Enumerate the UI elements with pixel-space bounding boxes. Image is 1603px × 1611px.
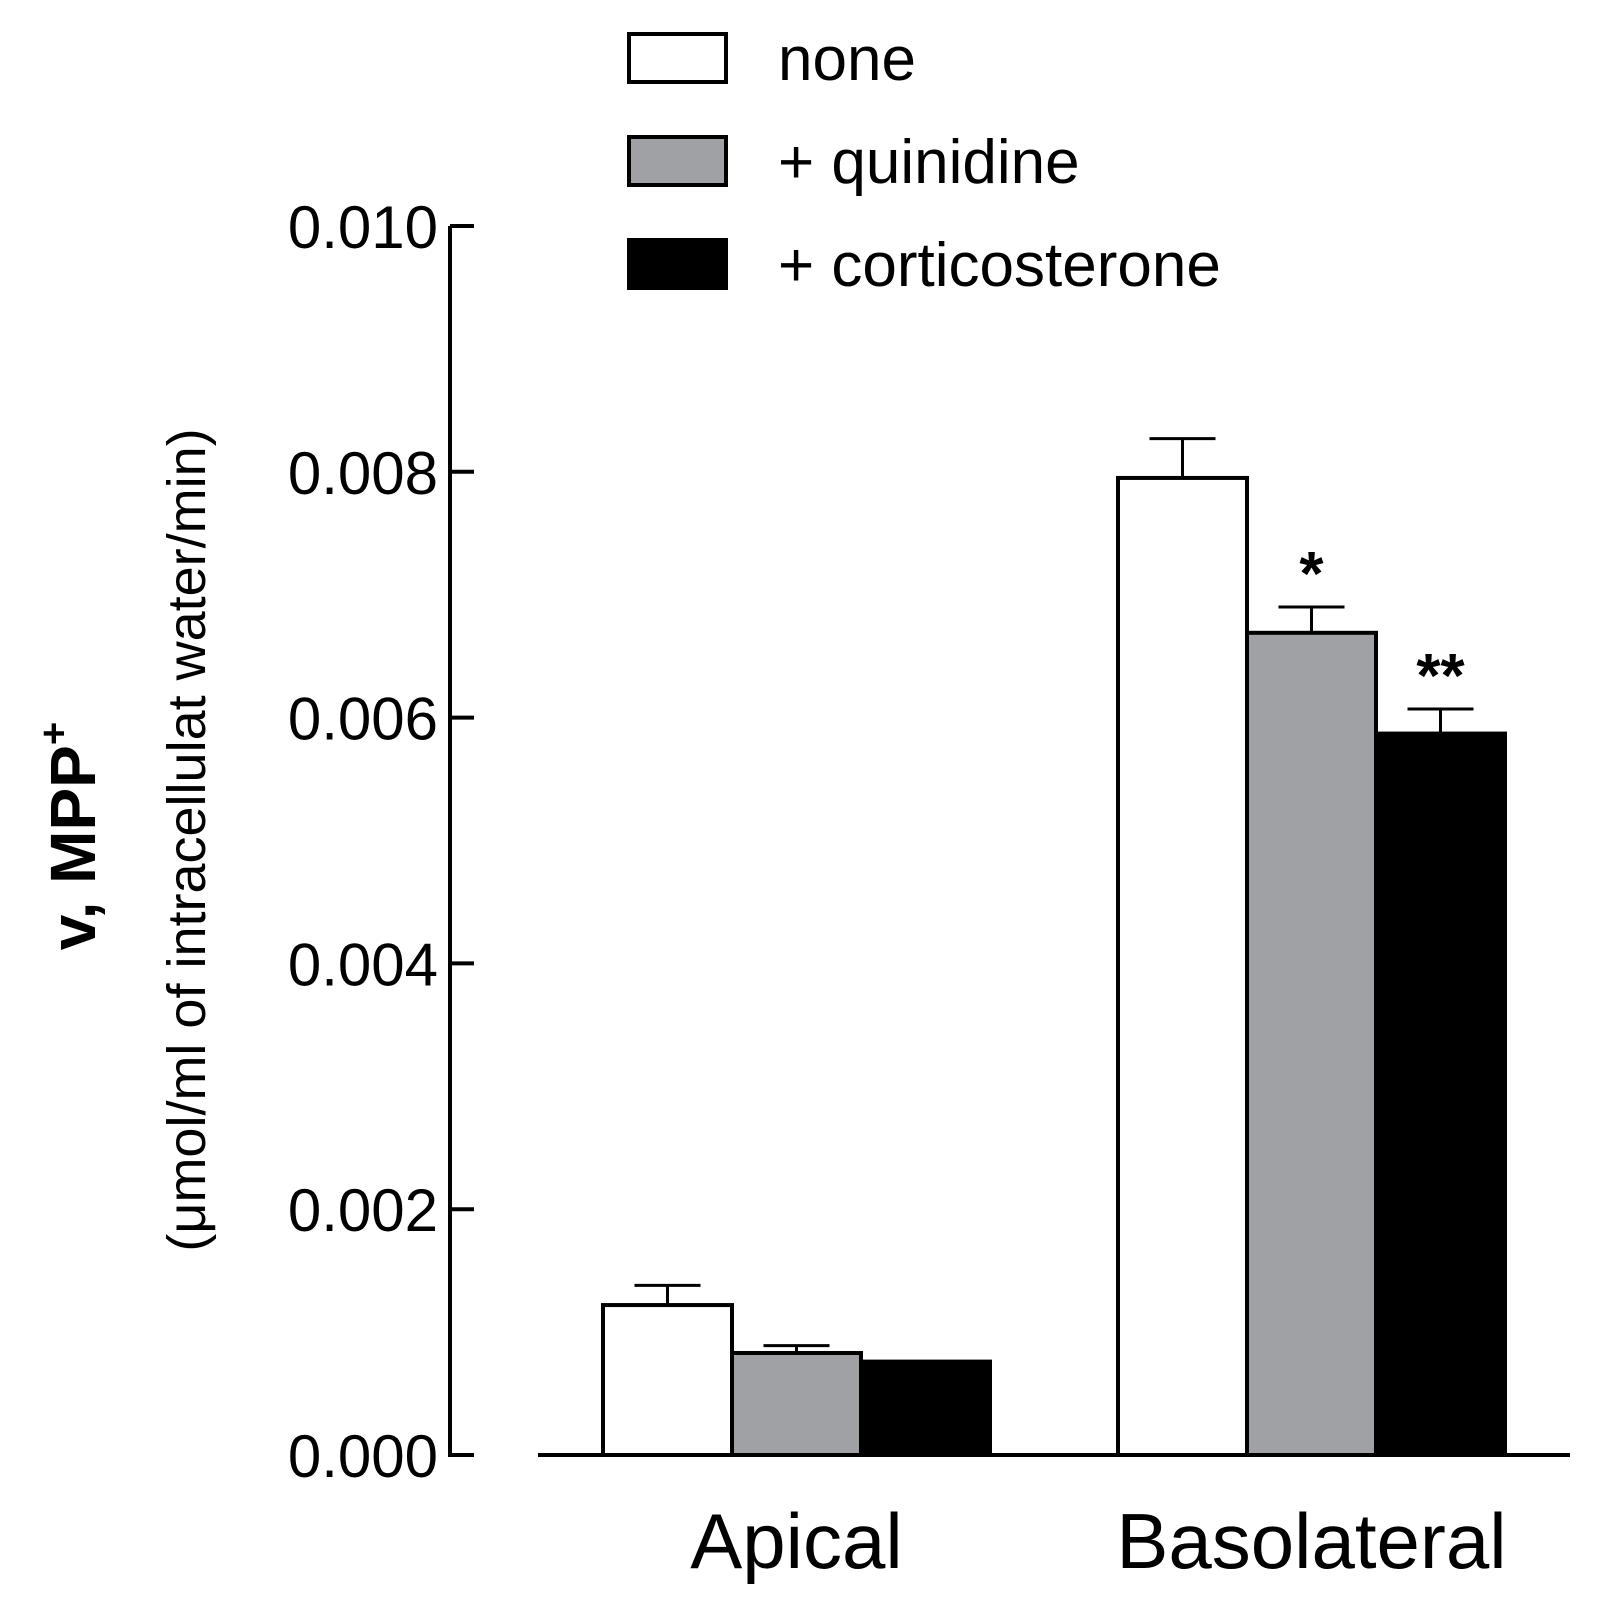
y-axis-label: v, MPP+ [32,722,109,950]
significance-label: ** [1416,642,1465,711]
category-label: Basolateral [1116,1497,1506,1585]
y-tick-label: 0.010 [288,194,438,261]
y-tick-label: 0.006 [288,686,438,753]
legend: none + quinidine + corticosterone [627,25,1221,300]
y-ticks: 0.000 0.002 0.004 0.006 0.008 0.010 [288,194,474,1490]
y-tick-label: 0.000 [288,1423,438,1490]
legend-swatch [627,238,728,290]
legend-label: + quinidine [778,128,1080,197]
category-label: Apical [690,1497,902,1585]
y-axis-label-superscript: + [32,722,76,745]
significance-label: * [1299,540,1324,609]
bar [1245,630,1378,1457]
y-tick-label: 0.008 [288,440,438,507]
bars: *** [601,437,1507,1458]
y-axis-sublabel: (μmol/ml of intracellulat water/min) [157,428,217,1251]
y-axis-label-main: v, MPP [37,745,109,950]
category-labels: Apical Basolateral [690,1497,1506,1585]
bar [601,1303,734,1458]
bar [859,1359,992,1457]
legend-label: none [778,25,916,94]
y-axis-label-units: (μmol/ml of intracellulat water/min) [157,428,217,1251]
legend-swatch [627,32,728,84]
bar [730,1350,863,1458]
y-tick-label: 0.004 [288,931,438,998]
legend-swatch [627,135,728,187]
legend-label: + corticosterone [778,231,1221,300]
bar [1374,731,1507,1457]
svg-text:v, MPP+: v, MPP+ [32,722,109,950]
bar [1116,475,1249,1457]
y-tick-label: 0.002 [288,1177,438,1244]
